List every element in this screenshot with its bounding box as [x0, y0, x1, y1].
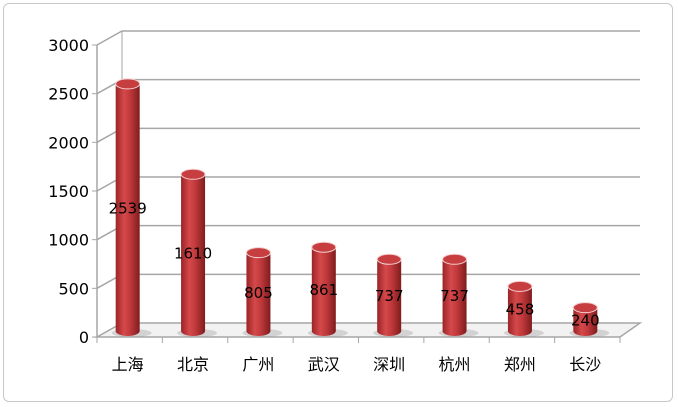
y-tick-label: 0 [79, 328, 89, 347]
x-tick-label: 长沙 [569, 355, 601, 374]
gridline [96, 127, 640, 143]
bar-top [311, 241, 337, 253]
floor [94, 322, 643, 338]
data-label: 458 [506, 301, 535, 319]
bar [177, 168, 218, 337]
y-tick-label: 1000 [48, 231, 89, 250]
data-label: 737 [375, 287, 404, 305]
gridline [96, 78, 640, 95]
bar-body [507, 286, 532, 337]
x-tick-label: 深圳 [373, 355, 405, 374]
y-tick-label: 2500 [48, 85, 89, 104]
bar-body [311, 247, 336, 337]
x-tick-label: 广州 [242, 355, 274, 374]
bar-top [572, 302, 598, 314]
bar [503, 280, 544, 337]
x-tick-label: 北京 [177, 355, 209, 374]
bar-top [376, 253, 402, 265]
y-tick-label: 3000 [48, 36, 89, 55]
x-tick-label: 郑州 [504, 355, 536, 374]
chart-frame [3, 3, 673, 402]
x-tick-label: 杭州 [439, 355, 471, 374]
bar-body [377, 259, 402, 337]
data-label: 240 [571, 311, 600, 329]
data-label: 737 [440, 287, 469, 305]
y-tick-label: 1500 [48, 182, 89, 201]
bar-body [573, 307, 598, 337]
gridline [96, 176, 640, 192]
bar-top [507, 280, 533, 292]
bar-top [245, 247, 271, 259]
bar [307, 241, 348, 337]
x-tick-label: 武汉 [308, 355, 340, 374]
bar [242, 247, 283, 337]
x-tick-label: 上海 [112, 355, 144, 374]
bar-top [115, 78, 141, 90]
bar [438, 253, 479, 337]
data-label: 805 [244, 284, 273, 302]
gridline [96, 30, 640, 46]
data-label: 1610 [174, 245, 212, 263]
gridline [96, 273, 640, 289]
bar-body [442, 259, 467, 337]
data-label: 861 [309, 281, 338, 299]
bar-body [115, 83, 140, 337]
bar-body [181, 174, 206, 337]
bar-body [246, 252, 271, 337]
bar-top [442, 253, 468, 265]
gridline [96, 224, 640, 241]
bar [111, 78, 152, 337]
bar [569, 302, 610, 337]
bar-top [180, 168, 206, 180]
data-label: 2539 [109, 199, 147, 217]
y-tick-label: 2000 [48, 133, 89, 152]
y-tick-label: 500 [58, 279, 89, 298]
bar [373, 253, 414, 337]
